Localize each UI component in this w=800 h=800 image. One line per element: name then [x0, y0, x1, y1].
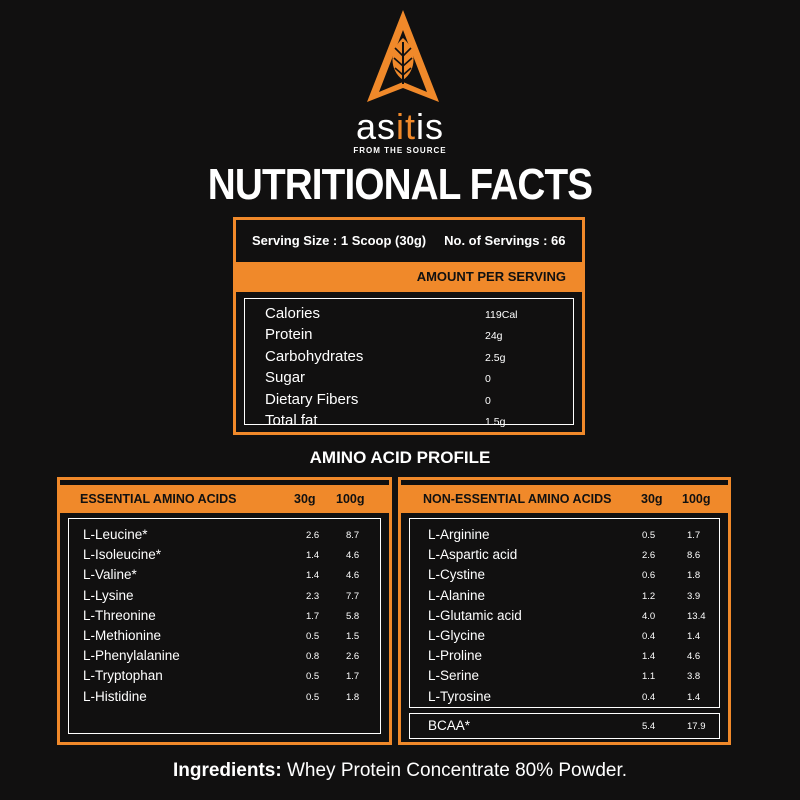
nutrition-label: Sugar [265, 369, 306, 387]
essential-amino-100g: 7.7 [346, 590, 360, 602]
essential-amino-name: L-Lysine [83, 587, 134, 603]
nonessential-amino-panel: NON-ESSENTIAL AMINO ACIDS 30g 100g L-Arg… [398, 477, 731, 745]
brand-tagline: FROM THE SOURCE [353, 146, 447, 155]
essential-header-label: ESSENTIAL AMINO ACIDS [80, 492, 237, 506]
servings-count: No. of Servings : 66 [444, 233, 566, 248]
nonessential-amino-100g: 1.7 [687, 530, 701, 541]
nonessential-amino-name: L-Tyrosine [428, 688, 492, 704]
nonessential-amino-name: L-Glycine [428, 628, 486, 643]
nonessential-list: L-Arginine 0.5 1.7 L-Aspartic acid 2.6 8.6 L-C… [409, 518, 720, 708]
amount-per-serving-label: AMOUNT PER SERVING [416, 269, 566, 284]
essential-header: ESSENTIAL AMINO ACIDS 30g 100g [60, 485, 389, 513]
nutrition-value: 0 [485, 394, 491, 407]
essential-amino-name: L-Valine* [83, 567, 137, 583]
amino-section-title: AMINO ACID PROFILE [309, 448, 491, 467]
nonessential-amino-name: L-Alanine [428, 587, 486, 603]
essential-amino-30g: 0.8 [306, 651, 320, 663]
nonessential-amino-name: L-Serine [428, 668, 480, 684]
nonessential-header-label: NON-ESSENTIAL AMINO ACIDS [423, 492, 612, 506]
nonessential-amino-100g: 1.4 [687, 691, 701, 703]
nutrition-label: Total fat [265, 412, 318, 429]
essential-amino-panel: ESSENTIAL AMINO ACIDS 30g 100g L-Leucine… [57, 477, 392, 745]
nonessential-amino-name: L-Aspartic acid [428, 547, 518, 563]
nonessential-header: NON-ESSENTIAL AMINO ACIDS 30g 100g [401, 485, 728, 513]
essential-amino-name: L-Tryptophan [83, 668, 163, 684]
ingredients-label: Ingredients: [172, 760, 282, 781]
nonessential-amino-30g: 1.2 [642, 590, 656, 602]
nutrition-label: Carbohydrates [265, 347, 364, 365]
essential-amino-name: L-Isoleucine* [83, 547, 162, 563]
nutrition-label: Calories [265, 305, 321, 322]
essential-amino-100g: 2.6 [346, 651, 360, 663]
nutrition-value: 1.5g [485, 416, 506, 428]
essential-col-30g: 30g [294, 492, 316, 506]
nonessential-amino-30g: 0.4 [642, 691, 656, 703]
essential-amino-100g: 5.8 [346, 610, 360, 622]
nonessential-amino-30g: 0.4 [642, 631, 656, 642]
essential-amino-name: L-Methionine [83, 628, 162, 643]
essential-col-100g: 100g [336, 492, 365, 506]
nonessential-amino-30g: 2.6 [642, 550, 656, 562]
nonessential-amino-100g: 3.8 [687, 671, 701, 683]
essential-amino-30g: 0.5 [306, 671, 320, 683]
essential-amino-100g: 1.5 [346, 631, 360, 642]
serving-info: Serving Size : 1 Scoop (30g) No. of Servi… [252, 233, 583, 248]
nutrition-label: Dietary Fibers [265, 390, 359, 408]
essential-amino-100g: 4.6 [346, 570, 360, 582]
nonessential-amino-100g: 13.4 [687, 610, 706, 622]
essential-list: L-Leucine* 2.6 8.7 L-Isoleucine* 1.4 4.6 L-Val… [68, 518, 381, 734]
nonessential-col-30g: 30g [641, 492, 663, 506]
brand-logo-icon [367, 10, 439, 102]
nonessential-amino-name: L-Glutamic acid [428, 607, 522, 623]
nutrition-label: Protein [265, 326, 313, 344]
essential-amino-30g: 1.4 [306, 570, 320, 582]
nonessential-amino-name: L-Proline [428, 648, 483, 664]
nonessential-col-100g: 100g [682, 492, 711, 506]
essential-amino-name: L-Threonine [83, 607, 156, 623]
nonessential-amino-100g: 1.4 [687, 631, 701, 642]
essential-amino-30g: 2.3 [306, 590, 320, 602]
essential-amino-name: L-Leucine* [83, 527, 148, 542]
nutrition-value: 119Cal [485, 309, 518, 321]
essential-amino-100g: 4.6 [346, 550, 360, 562]
serving-panel: Serving Size : 1 Scoop (30g) No. of Servi… [233, 217, 585, 435]
nonessential-amino-100g: 3.9 [687, 590, 701, 602]
serving-size: Serving Size : 1 Scoop (30g) [252, 233, 427, 248]
nonessential-amino-100g: 8.6 [687, 550, 701, 562]
nutrition-value: 0 [485, 373, 491, 386]
essential-amino-name: L-Phenylalanine [83, 648, 180, 664]
essential-amino-100g: 8.7 [346, 530, 360, 541]
amount-per-serving-header: AMOUNT PER SERVING [236, 262, 582, 292]
essential-amino-name: L-Histidine [83, 688, 147, 704]
essential-amino-30g: 2.6 [306, 530, 320, 541]
essential-amino-30g: 1.7 [306, 610, 320, 622]
nonessential-amino-30g: 0.5 [642, 530, 656, 541]
essential-amino-30g: 0.5 [306, 631, 320, 642]
nonessential-amino-100g: 4.6 [687, 651, 701, 663]
nutrition-list: Calories 119Cal Protein 24g Carbohydrates 2.5… [244, 298, 574, 429]
bcaa-30g: 5.4 [642, 721, 656, 732]
essential-amino-100g: 1.8 [346, 691, 360, 703]
nonessential-amino-name: L-Cystine [428, 567, 486, 583]
essential-amino-100g: 1.7 [346, 671, 360, 683]
nonessential-amino-30g: 1.4 [642, 651, 656, 663]
nutrition-value: 24g [485, 330, 503, 343]
nonessential-amino-30g: 4.0 [642, 610, 656, 622]
essential-amino-30g: 0.5 [306, 691, 320, 703]
nonessential-amino-30g: 0.6 [642, 570, 656, 582]
bcaa-100g: 17.9 [687, 721, 706, 732]
nonessential-amino-name: L-Arginine [428, 527, 490, 542]
ingredients-line: Ingredients: Whey Protein Concentrate 80… [0, 760, 800, 782]
bcaa-label: BCAA* [428, 718, 471, 733]
essential-amino-30g: 1.4 [306, 550, 320, 562]
bcaa-row: BCAA* 5.4 17.9 [409, 713, 720, 739]
page-title: NUTRITIONAL FACTS [207, 160, 593, 209]
nonessential-amino-100g: 1.8 [687, 570, 701, 582]
ingredients-text: Whey Protein Concentrate 80% Powder. [286, 760, 628, 781]
nonessential-amino-30g: 1.1 [642, 671, 656, 683]
brand-name: asitis [355, 106, 445, 147]
nutrition-value: 2.5g [485, 351, 506, 364]
